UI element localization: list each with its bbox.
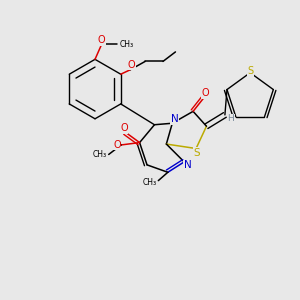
Text: CH₃: CH₃ xyxy=(93,150,107,159)
Text: N: N xyxy=(184,160,192,170)
Text: H: H xyxy=(227,114,234,123)
Text: O: O xyxy=(98,35,105,45)
Text: S: S xyxy=(247,66,253,76)
Text: S: S xyxy=(194,148,200,158)
Text: N: N xyxy=(171,114,178,124)
Text: CH₃: CH₃ xyxy=(142,178,157,187)
Text: O: O xyxy=(120,123,128,133)
Text: O: O xyxy=(201,88,209,98)
Text: O: O xyxy=(113,140,121,150)
Text: O: O xyxy=(128,60,136,70)
Text: CH₃: CH₃ xyxy=(119,40,133,49)
